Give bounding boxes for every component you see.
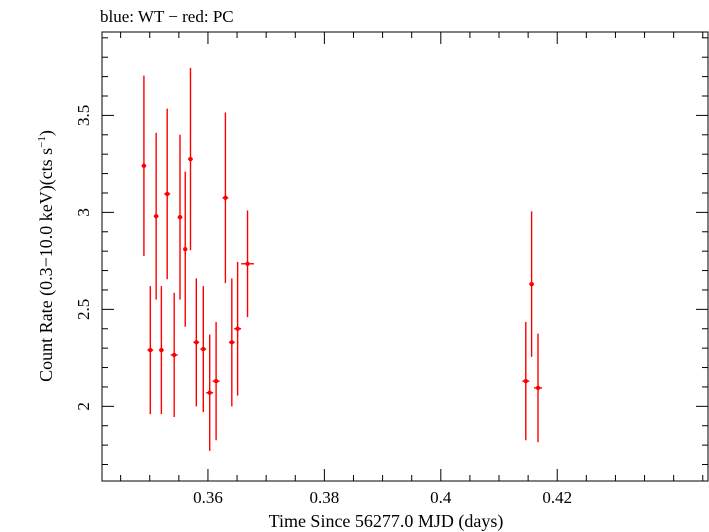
data-point (533, 333, 543, 443)
point-marker (148, 347, 153, 353)
data-point (241, 210, 254, 318)
data-point (177, 134, 183, 300)
data-point (159, 286, 164, 415)
data-point (228, 278, 235, 407)
point-marker (213, 378, 219, 384)
y-tick-label: 2 (74, 402, 93, 411)
point-marker (171, 352, 177, 358)
point-marker (188, 156, 193, 162)
data-point (164, 108, 171, 280)
data-point (193, 278, 200, 407)
data-point (153, 132, 159, 300)
point-marker (153, 214, 159, 219)
data-point (170, 292, 178, 417)
x-tick-label: 0.38 (309, 488, 339, 507)
point-marker (245, 261, 250, 266)
point-marker (141, 163, 147, 169)
plot-frame (101, 31, 709, 482)
y-tick-label: 2.5 (74, 299, 93, 320)
data-point (141, 75, 147, 257)
data-series-pc (141, 67, 543, 451)
data-point (147, 286, 154, 415)
point-marker (194, 340, 199, 345)
data-point (188, 67, 193, 251)
y-axis-label: Count Rate (0.3−10.0 keV)(cts s−1) (36, 130, 57, 382)
point-marker (535, 385, 541, 391)
point-marker (207, 390, 212, 395)
data-point (234, 261, 242, 396)
y-axis-ticks: 2 2.5 3 3.5 (74, 37, 708, 466)
data-point (212, 321, 220, 441)
data-point (529, 211, 534, 357)
y-tick-label: 3.5 (74, 105, 93, 126)
point-marker (201, 346, 206, 352)
y-axis-label-main: Count Rate (0.3−10.0 keV)(cts s (36, 148, 57, 382)
point-marker (177, 215, 183, 220)
y-axis-label-superscript: −1 (36, 136, 48, 148)
data-point (200, 286, 207, 413)
x-axis-ticks: 0.36 0.38 0.4 0.42 (120, 32, 704, 507)
x-tick-label: 0.36 (193, 488, 223, 507)
chart-title: blue: WT − red: PC (100, 7, 234, 26)
point-marker (523, 378, 528, 384)
point-marker (159, 347, 164, 353)
x-tick-label: 0.42 (542, 488, 572, 507)
data-point (183, 171, 188, 327)
data-point (206, 334, 214, 451)
y-axis-label-end: ) (36, 130, 57, 136)
point-marker (183, 247, 188, 252)
data-point (522, 321, 530, 441)
y-tick-label: 3 (74, 208, 93, 217)
point-marker (164, 191, 170, 197)
point-marker (529, 281, 534, 287)
point-marker (235, 326, 240, 331)
data-point (222, 112, 229, 284)
x-axis-label: Time Since 56277.0 MJD (days) (269, 511, 504, 532)
point-marker (229, 340, 235, 345)
x-tick-label: 0.4 (430, 488, 452, 507)
point-marker (223, 195, 228, 201)
